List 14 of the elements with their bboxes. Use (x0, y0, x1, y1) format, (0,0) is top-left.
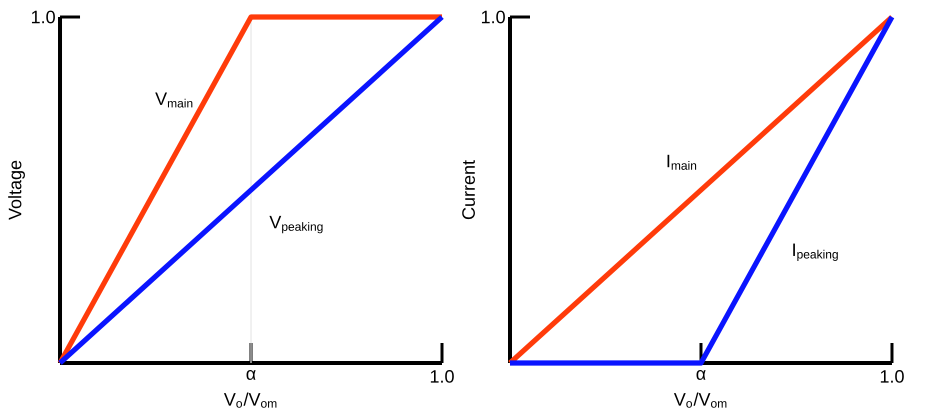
series-label: V$_{main}$ (155, 92, 192, 108)
series-label: V$_{peaking}$ (269, 216, 323, 234)
text: 1.0 (32, 10, 55, 24)
x-tick-label: 1.0 (880, 370, 904, 383)
series-label: I$_{main}$ (668, 154, 696, 170)
y-axis-title: Voltage (8, 160, 25, 220)
x-tick-label: α (246, 370, 256, 380)
x-tick-label: α (696, 370, 706, 380)
y-axis-title: Current (462, 160, 475, 220)
x-tick-label: 1.0 (430, 370, 454, 383)
text: 1.0 (482, 10, 505, 24)
x-axis-title: V$_{o}$/V$_{om}$ (674, 392, 726, 408)
x-axis-title: V$_{o}$/V$_{om}$ (224, 392, 276, 408)
series-label: I$_{peaking}$ (793, 244, 838, 261)
